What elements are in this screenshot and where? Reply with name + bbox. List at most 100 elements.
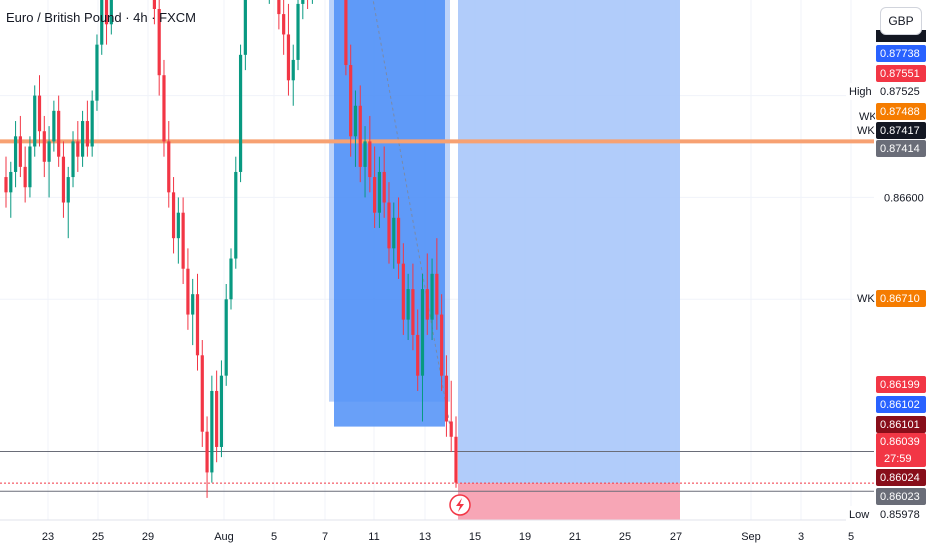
candle-body-11 bbox=[57, 110, 61, 157]
candle-body-93 bbox=[449, 421, 453, 437]
price-tag-value-6: 0.86710 bbox=[880, 293, 920, 305]
candle-body-41 bbox=[200, 355, 204, 432]
x-tick-label-6: 11 bbox=[368, 531, 379, 543]
price-tag-value-12: 0.86023 bbox=[880, 491, 920, 503]
price-tag-bg-12 bbox=[876, 488, 926, 505]
candle-body-62 bbox=[301, 0, 305, 4]
x-tick-label-1: 25 bbox=[92, 531, 104, 543]
candle-body-16 bbox=[80, 121, 85, 157]
price-tag-bg-7 bbox=[876, 376, 926, 393]
candle-body-74 bbox=[358, 105, 362, 167]
price-tag-bg-10 bbox=[876, 433, 926, 467]
candle-body-3 bbox=[18, 136, 22, 167]
candle-body-87 bbox=[420, 289, 425, 376]
candle-body-47 bbox=[229, 258, 233, 300]
candle-body-71 bbox=[344, 0, 348, 66]
candle-body-76 bbox=[368, 141, 372, 178]
price-tag-bg-3 bbox=[876, 103, 926, 120]
price-tag-value-3: 0.87488 bbox=[880, 106, 920, 118]
price-tag-value-11: 0.86024 bbox=[880, 472, 920, 484]
candle-body-10 bbox=[52, 110, 56, 142]
candle-body-34 bbox=[167, 141, 171, 193]
candle-body-36 bbox=[176, 212, 180, 239]
price-tag-value-9: 0.86101 bbox=[880, 419, 920, 431]
candle-body-82 bbox=[396, 217, 401, 264]
candle-body-50 bbox=[243, 0, 247, 55]
candle-body-32 bbox=[157, 9, 161, 76]
x-tick-label-4: 5 bbox=[271, 531, 277, 543]
candle-body-58 bbox=[282, 14, 286, 35]
price-tag-label-bg-4 bbox=[854, 122, 876, 139]
candle-body-44 bbox=[215, 390, 219, 447]
candle-body-46 bbox=[224, 299, 228, 376]
candle-body-8 bbox=[42, 131, 46, 162]
lightning-bolt-icon bbox=[456, 498, 464, 512]
price-tag-label-2: High bbox=[849, 86, 872, 98]
x-tick-label-13: Sep bbox=[741, 531, 761, 543]
candle-body-5 bbox=[28, 146, 32, 188]
x-tick-label-7: 13 bbox=[419, 531, 431, 543]
candle-body-33 bbox=[162, 75, 166, 142]
price-tag-value-2: 0.87525 bbox=[880, 86, 920, 98]
candle-body-38 bbox=[186, 268, 190, 315]
price-tag-value-10: 0.86039 bbox=[880, 436, 920, 448]
candle-body-48 bbox=[234, 171, 238, 259]
candle-body-1 bbox=[9, 171, 13, 193]
candle-body-37 bbox=[181, 212, 185, 269]
candle-body-31 bbox=[152, 0, 157, 9]
candle-body-15 bbox=[76, 141, 80, 157]
candle-body-88 bbox=[425, 289, 429, 320]
x-tick-label-14: 3 bbox=[798, 531, 804, 543]
candle-body-81 bbox=[392, 217, 396, 249]
price-tag-label-13: Low bbox=[849, 509, 869, 521]
candle-body-94 bbox=[454, 436, 458, 483]
price-tag-value-1: 0.87551 bbox=[880, 68, 920, 80]
candle-body-12 bbox=[61, 156, 66, 203]
candle-body-61 bbox=[296, 3, 300, 60]
x-tick-label-9: 19 bbox=[519, 531, 531, 543]
price-tag-bg-9 bbox=[876, 416, 926, 433]
candle-body-79 bbox=[382, 171, 386, 203]
price-tag-bg-8 bbox=[876, 396, 926, 413]
price-tag-bg-1 bbox=[876, 65, 926, 82]
x-tick-label-12: 27 bbox=[670, 531, 682, 543]
y-axis-background bbox=[875, 0, 932, 550]
candle-body-21 bbox=[104, 0, 109, 25]
price-tag-label-bg-2 bbox=[846, 83, 876, 100]
candle-body-45 bbox=[219, 375, 224, 447]
candle-body-4 bbox=[23, 166, 27, 188]
candle-body-42 bbox=[205, 431, 209, 473]
price-tag-label-4: WK bbox=[857, 125, 875, 137]
target-zone bbox=[458, 0, 680, 484]
price-tag-value-0: 0.87738 bbox=[880, 48, 920, 60]
x-tick-label-2: 29 bbox=[142, 531, 154, 543]
price-tag-value-4: 0.87417 bbox=[880, 125, 920, 137]
price-tag-value-5: 0.87414 bbox=[880, 143, 920, 155]
candle-body-19 bbox=[95, 44, 99, 101]
x-tick-label-10: 21 bbox=[569, 531, 581, 543]
price-tag-value-13: 0.85978 bbox=[880, 509, 920, 521]
candle-body-73 bbox=[353, 105, 358, 137]
candle-body-7 bbox=[37, 95, 42, 132]
candle-body-14 bbox=[71, 141, 75, 178]
candle-body-18 bbox=[90, 100, 94, 147]
wk-label-1: WK bbox=[859, 111, 877, 123]
candle-body-77 bbox=[373, 177, 377, 213]
candle-body-91 bbox=[440, 314, 444, 376]
candle-body-92 bbox=[444, 375, 449, 422]
price-tag-label-6: WK bbox=[857, 293, 875, 305]
candle-body-84 bbox=[406, 289, 410, 320]
price-tag-label-bg-6 bbox=[854, 290, 876, 307]
candle-body-75 bbox=[363, 141, 367, 167]
currency-button[interactable]: GBP bbox=[880, 7, 922, 35]
candle-body-20 bbox=[100, 0, 104, 45]
stop-loss-zone-right bbox=[458, 483, 680, 521]
chart-title: Euro / British Pound · 4h · FXCM bbox=[6, 10, 197, 25]
y-tick-label-3: 0.86600 bbox=[884, 192, 924, 204]
x-tick-label-5: 7 bbox=[322, 531, 328, 543]
price-tag-bg-6 bbox=[876, 290, 926, 307]
x-tick-label-3: Aug bbox=[214, 531, 234, 543]
candle-body-9 bbox=[47, 141, 51, 162]
y-tick-label-1: 0.87000 bbox=[884, 0, 924, 1]
